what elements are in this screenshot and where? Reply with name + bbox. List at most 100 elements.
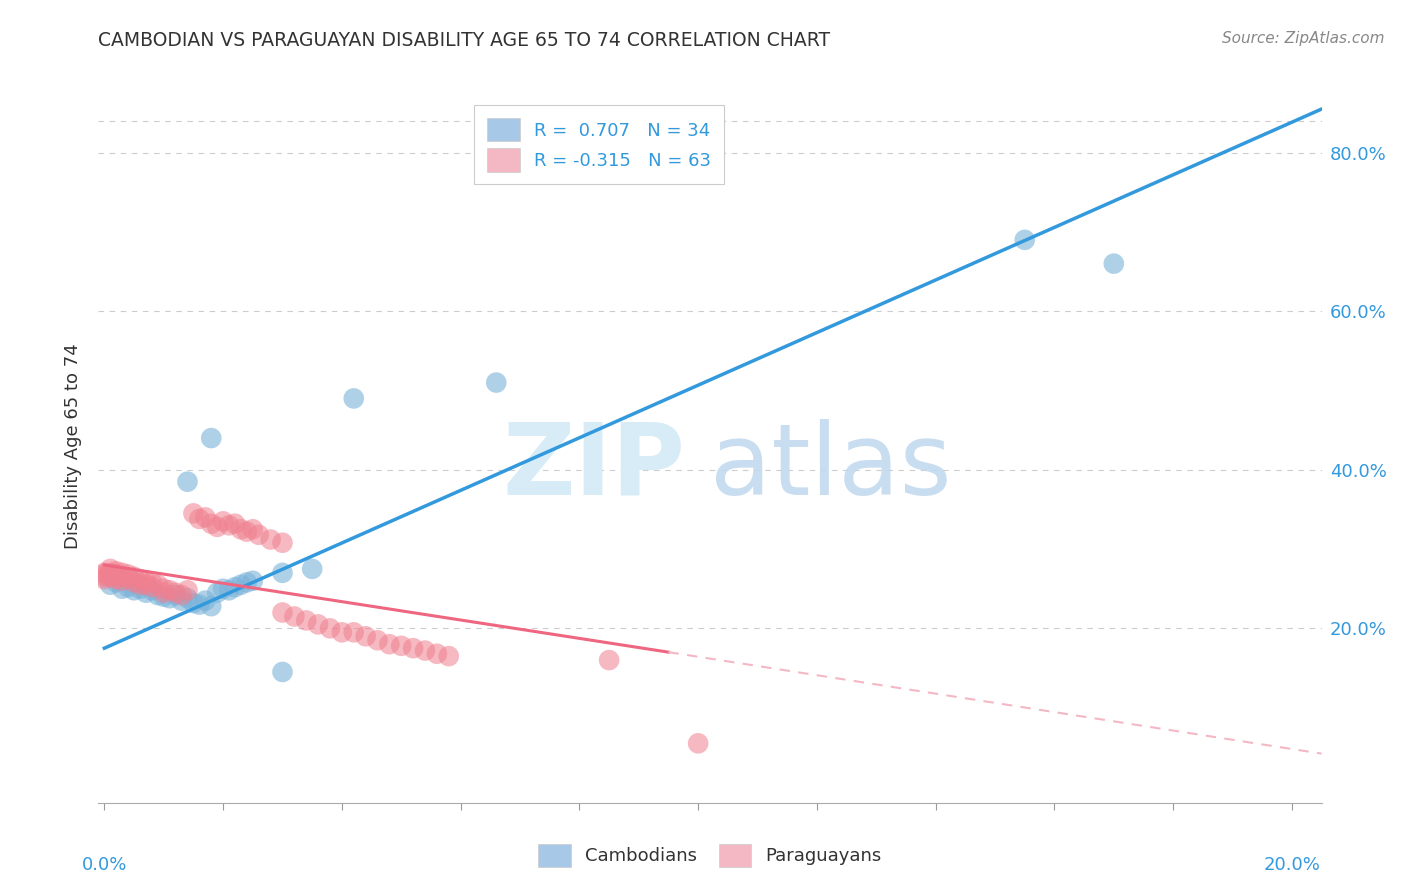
Y-axis label: Disability Age 65 to 74: Disability Age 65 to 74 bbox=[65, 343, 83, 549]
Point bbox=[141, 580, 163, 594]
Point bbox=[242, 522, 264, 536]
Point bbox=[105, 570, 128, 584]
Point bbox=[426, 647, 449, 661]
Point bbox=[402, 641, 425, 656]
Point bbox=[354, 629, 377, 643]
Point bbox=[117, 580, 139, 594]
Text: CAMBODIAN VS PARAGUAYAN DISABILITY AGE 65 TO 74 CORRELATION CHART: CAMBODIAN VS PARAGUAYAN DISABILITY AGE 6… bbox=[98, 31, 831, 50]
Point bbox=[200, 599, 222, 614]
Point bbox=[159, 583, 181, 598]
Point bbox=[218, 518, 240, 533]
Text: ZIP: ZIP bbox=[503, 419, 686, 516]
Point bbox=[271, 566, 294, 580]
Point bbox=[307, 617, 329, 632]
Point bbox=[122, 575, 145, 590]
Point bbox=[141, 583, 163, 598]
Point bbox=[183, 507, 205, 521]
Point bbox=[105, 575, 128, 590]
Point bbox=[176, 583, 198, 598]
Point bbox=[366, 633, 388, 648]
Point bbox=[485, 376, 508, 390]
Point bbox=[188, 512, 211, 526]
Point bbox=[111, 574, 134, 588]
Point bbox=[389, 639, 412, 653]
Point bbox=[224, 516, 246, 531]
Text: 20.0%: 20.0% bbox=[1264, 856, 1320, 874]
Point bbox=[229, 578, 252, 592]
Point bbox=[135, 585, 157, 599]
Point bbox=[688, 736, 710, 750]
Point bbox=[413, 643, 436, 657]
Text: atlas: atlas bbox=[710, 419, 952, 516]
Point bbox=[122, 583, 145, 598]
Point bbox=[343, 392, 366, 406]
Point bbox=[259, 533, 281, 547]
Point bbox=[170, 593, 193, 607]
Point bbox=[378, 637, 401, 651]
Point bbox=[598, 653, 620, 667]
Point bbox=[105, 564, 128, 578]
Point bbox=[122, 570, 145, 584]
Point bbox=[242, 574, 264, 588]
Point bbox=[183, 596, 205, 610]
Point bbox=[283, 609, 305, 624]
Point bbox=[224, 580, 246, 594]
Point bbox=[159, 591, 181, 606]
Point bbox=[98, 578, 121, 592]
Point bbox=[98, 570, 121, 584]
Point bbox=[330, 625, 353, 640]
Point bbox=[229, 522, 252, 536]
Point bbox=[437, 649, 460, 664]
Text: 0.0%: 0.0% bbox=[82, 856, 127, 874]
Point bbox=[152, 585, 174, 599]
Point bbox=[271, 665, 294, 679]
Point bbox=[236, 575, 259, 590]
Point bbox=[98, 567, 121, 582]
Point bbox=[271, 535, 294, 549]
Point bbox=[188, 598, 211, 612]
Point bbox=[111, 566, 134, 580]
Point bbox=[247, 528, 270, 542]
Point bbox=[170, 588, 193, 602]
Point bbox=[194, 593, 217, 607]
Point bbox=[93, 567, 115, 582]
Point bbox=[135, 574, 157, 588]
Point bbox=[176, 591, 198, 606]
Point bbox=[200, 431, 222, 445]
Point bbox=[117, 567, 139, 582]
Point bbox=[129, 572, 152, 586]
Point bbox=[343, 625, 366, 640]
Text: Source: ZipAtlas.com: Source: ZipAtlas.com bbox=[1222, 31, 1385, 46]
Point bbox=[105, 572, 128, 586]
Point bbox=[212, 514, 235, 528]
Point bbox=[129, 582, 152, 596]
Point bbox=[218, 583, 240, 598]
Point bbox=[152, 590, 174, 604]
Point bbox=[146, 588, 169, 602]
Legend: Cambodians, Paraguayans: Cambodians, Paraguayans bbox=[529, 835, 891, 876]
Point bbox=[165, 585, 187, 599]
Point bbox=[205, 585, 228, 599]
Point bbox=[1014, 233, 1036, 247]
Point bbox=[93, 572, 115, 586]
Point bbox=[212, 582, 235, 596]
Point bbox=[176, 475, 198, 489]
Point bbox=[98, 566, 121, 580]
Point bbox=[93, 566, 115, 580]
Point bbox=[111, 582, 134, 596]
Point bbox=[301, 562, 323, 576]
Point bbox=[165, 588, 187, 602]
Point bbox=[111, 570, 134, 584]
Point bbox=[93, 570, 115, 584]
Point bbox=[194, 510, 217, 524]
Point bbox=[319, 621, 342, 635]
Point bbox=[1102, 257, 1125, 271]
Point bbox=[141, 575, 163, 590]
Point bbox=[205, 520, 228, 534]
Point bbox=[152, 582, 174, 596]
Point bbox=[105, 567, 128, 582]
Point bbox=[117, 571, 139, 585]
Point bbox=[200, 516, 222, 531]
Point bbox=[135, 578, 157, 592]
Point bbox=[146, 578, 169, 592]
